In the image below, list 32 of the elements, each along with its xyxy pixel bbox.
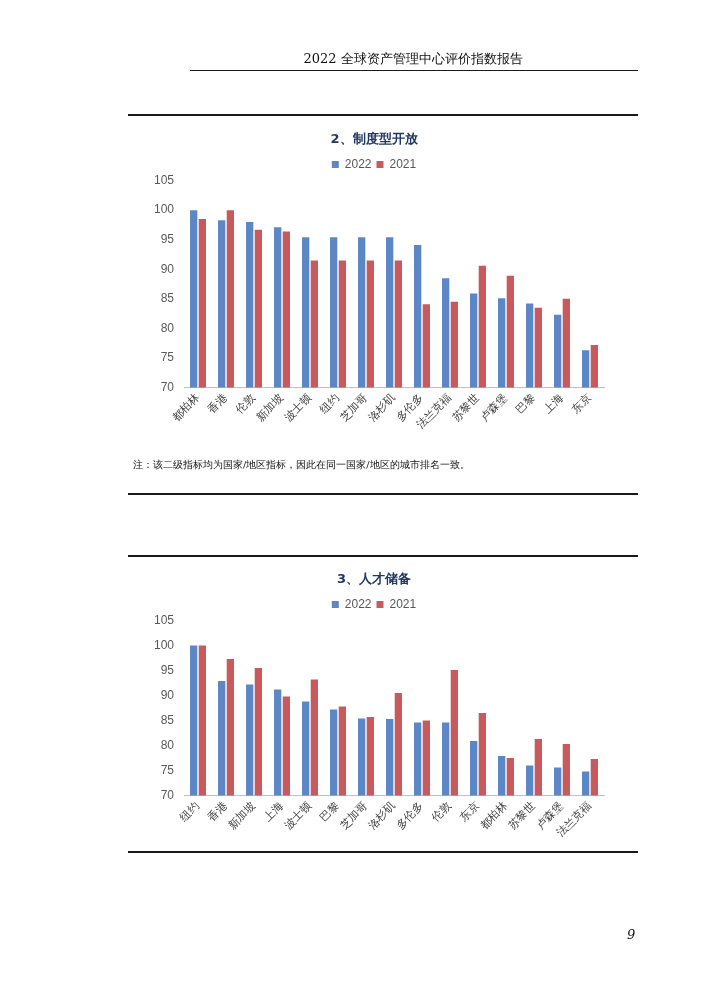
y-tick-label: 70 (160, 787, 175, 802)
y-tick-label: 75 (160, 762, 175, 777)
x-tick-label: 都柏林 (169, 391, 203, 424)
y-tick-label: 100 (153, 202, 175, 217)
x-tick-label: 上海 (541, 391, 567, 416)
legend-label: 2021 (389, 596, 417, 611)
text: 9 (627, 927, 636, 942)
x-tick-label: 伦敦 (429, 799, 455, 824)
y-tick-label: 70 (160, 379, 175, 394)
y-tick-label: 105 (153, 172, 175, 187)
y-tick-label: 105 (153, 612, 175, 627)
x-tick-label: 纽约 (177, 799, 203, 824)
y-tick-label: 80 (160, 737, 175, 752)
text: 注：该二级指标均为国家/地区指标，因此在同一国家/地区的城市排名一致。 (133, 458, 470, 472)
chart-title: 2、制度型开放 (330, 131, 419, 147)
x-tick-label: 东京 (569, 391, 595, 416)
y-tick-label: 85 (160, 712, 175, 727)
y-tick-label: 95 (160, 662, 175, 677)
y-tick-label: 95 (160, 232, 175, 247)
x-tick-label: 巴黎 (513, 391, 539, 416)
y-tick-label: 90 (160, 687, 175, 702)
text: 2022 全球资产管理中心评价指数报告 (303, 50, 523, 68)
legend-label: 2022 (344, 596, 372, 611)
y-tick-label: 85 (160, 291, 175, 306)
legend-label: 2021 (389, 156, 417, 171)
x-tick-label: 香港 (205, 391, 231, 416)
y-tick-label: 90 (160, 261, 175, 276)
y-tick-label: 75 (160, 350, 175, 365)
chart-title: 3、人才储备 (336, 571, 412, 587)
y-tick-label: 100 (153, 637, 175, 652)
legend-label: 2022 (344, 156, 372, 171)
y-tick-label: 80 (160, 320, 175, 335)
